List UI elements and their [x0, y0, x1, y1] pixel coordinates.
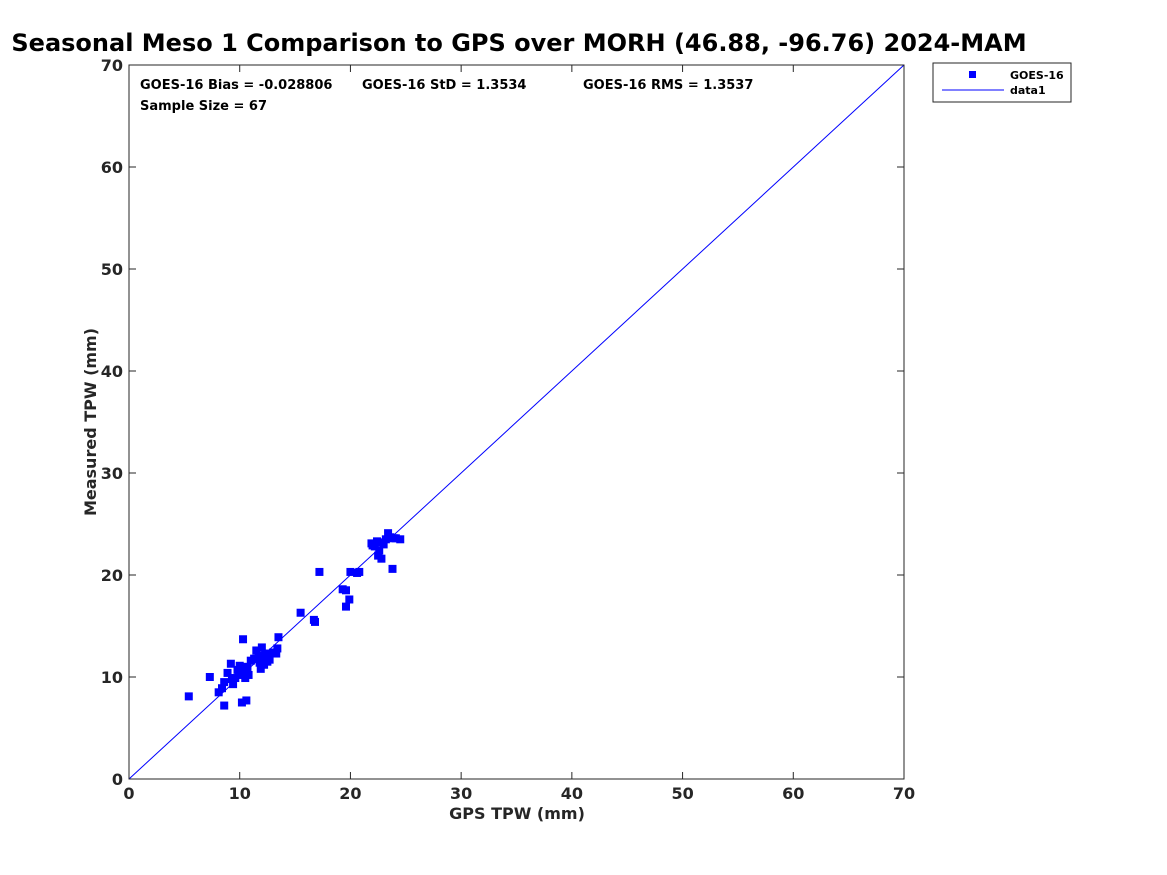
data-point-11 [235, 661, 244, 670]
legend-marker-goes16 [969, 71, 976, 78]
x-tick-label: 40 [561, 784, 583, 803]
y-tick-label: 60 [101, 158, 123, 177]
data-point-53 [384, 529, 393, 538]
x-tick-label: 30 [450, 784, 472, 803]
data-point-61 [234, 670, 243, 679]
data-point-18 [244, 670, 253, 679]
data-point-22 [256, 664, 265, 673]
x-tick-label: 0 [123, 784, 134, 803]
data-point-3 [218, 684, 226, 693]
std-stat: GOES-16 StD = 1.3534 [362, 78, 526, 93]
data-point-52 [381, 535, 390, 544]
data-point-20 [254, 651, 263, 660]
data-point-39 [342, 602, 350, 611]
data-point-57 [396, 535, 405, 544]
y-tick-label: 70 [101, 56, 123, 75]
data-point-8 [229, 680, 238, 689]
y-tick-label: 30 [101, 464, 123, 483]
rms-stat: GOES-16 RMS = 1.3537 [583, 78, 753, 93]
legend-label-goes16: GOES-16 [1010, 69, 1064, 82]
data-point-30 [272, 649, 281, 658]
data-point-13 [237, 698, 246, 707]
data-point-14 [239, 635, 248, 644]
data-point-1 [205, 673, 214, 681]
data-point-58 [240, 662, 249, 671]
data-point-60 [262, 652, 271, 661]
y-tick-label: 10 [101, 668, 123, 687]
legend-box [932, 62, 1072, 103]
data-layer [128, 64, 905, 780]
data-point-66 [227, 675, 236, 684]
data-point-40 [345, 595, 354, 604]
data-point-59 [252, 646, 261, 655]
data-point-36 [315, 567, 324, 576]
x-tick-label: 20 [339, 784, 361, 803]
y-tick-label: 20 [101, 566, 123, 585]
y-tick-label: 40 [101, 362, 123, 381]
data-point-0 [184, 692, 193, 701]
data-point-38 [342, 586, 350, 595]
chart-title: Seasonal Meso 1 Comparison to GPS over M… [11, 29, 1026, 57]
data-point-49 [375, 546, 384, 555]
data-point-23 [257, 643, 266, 652]
data-point-64 [389, 534, 398, 543]
data-point-31 [273, 644, 282, 653]
data-point-43 [355, 567, 364, 576]
data-point-62 [246, 656, 255, 665]
sample-size-stat: Sample Size = 67 [140, 99, 267, 114]
data-point-65 [260, 660, 269, 669]
data-point-46 [370, 542, 379, 551]
data-point-7 [226, 659, 235, 668]
data-point-50 [377, 554, 386, 563]
data-point-33 [296, 608, 305, 617]
legend-label-data1: data1 [1010, 84, 1046, 97]
bias-stat: GOES-16 Bias = -0.028806 [140, 78, 332, 93]
y-tick-label: 0 [112, 770, 123, 789]
axes-layer: 0 10 20 30 40 50 60 70 0 10 20 30 40 50 60 70 [101, 56, 915, 803]
y-tick-label: 50 [101, 260, 123, 279]
data-point-2 [214, 688, 223, 697]
x-tick-label: 50 [671, 784, 693, 803]
data-point-41 [346, 567, 355, 576]
x-tick-label: 70 [893, 784, 915, 803]
legend: GOES-16 data1 [932, 62, 1072, 103]
data-point-32 [274, 633, 283, 642]
x-tick-label: 60 [782, 784, 804, 803]
data-point-35 [311, 617, 319, 626]
data-point-21 [255, 658, 264, 667]
data-point-4 [220, 678, 229, 687]
data-point-10 [233, 665, 242, 674]
data-point-6 [223, 668, 232, 677]
data-point-63 [376, 538, 385, 547]
y-axis-label: Measured TPW (mm) [81, 328, 100, 516]
data-point-5 [220, 701, 229, 710]
plot-frame [128, 64, 905, 780]
data-point-55 [388, 564, 397, 573]
x-tick-label: 10 [229, 784, 251, 803]
data-point-16 [242, 696, 251, 705]
x-axis-label: GPS TPW (mm) [449, 804, 585, 823]
